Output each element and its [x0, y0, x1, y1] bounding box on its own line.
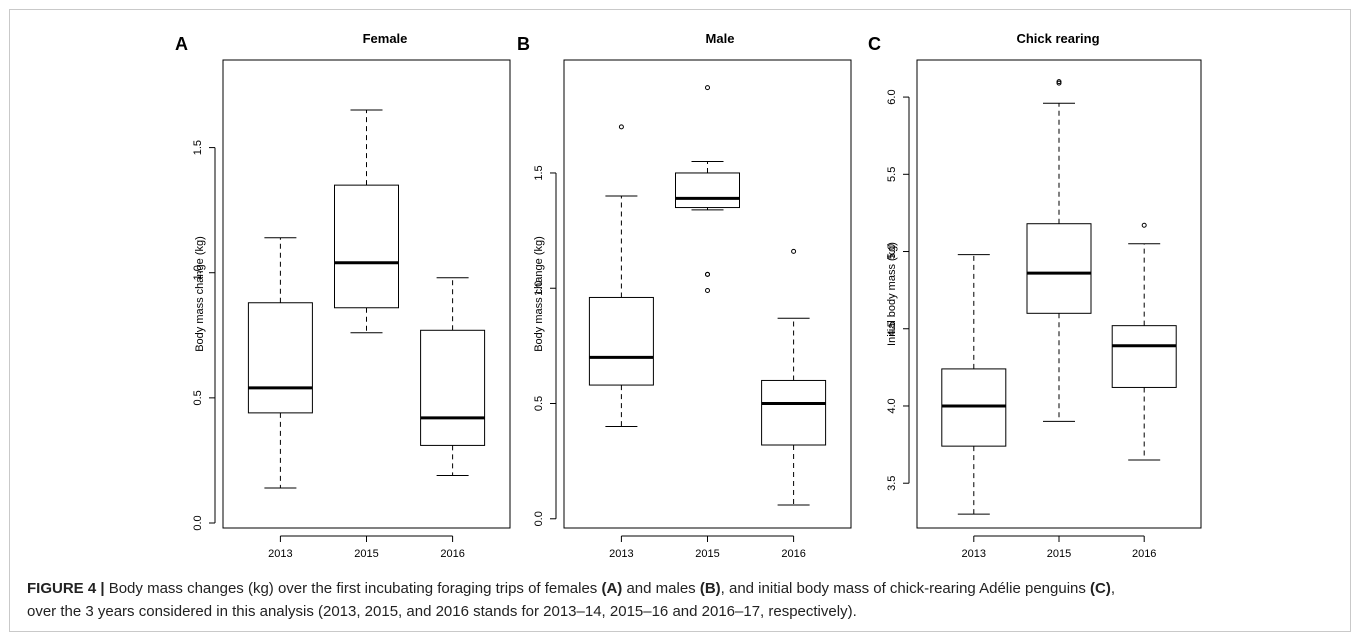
- caption-line-2: over the 3 years considered in this anal…: [27, 603, 857, 620]
- box-iqr: [334, 184, 399, 309]
- box-iqr: [761, 379, 827, 446]
- y-tick-label: 3.5: [886, 476, 898, 491]
- plot-area-c: [916, 59, 1202, 529]
- box-iqr: [1026, 223, 1092, 314]
- panel-letter-c: C: [868, 34, 881, 54]
- box-iqr: [420, 329, 486, 446]
- outlier-point: [618, 124, 624, 130]
- y-axis-label-a: Body mass change (kg): [194, 236, 206, 352]
- x-tick-label: 2016: [440, 548, 464, 560]
- y-tick-label: 1.0: [192, 265, 204, 280]
- box-iqr: [588, 296, 654, 386]
- outlier-point: [1056, 79, 1062, 85]
- x-tick-label: 2016: [781, 548, 805, 560]
- caption-text-4: ,: [1110, 580, 1116, 597]
- caption-label: FIGURE 4 |: [27, 580, 105, 597]
- plot-area-a: [222, 59, 511, 529]
- x-tick-label: 2015: [354, 548, 378, 560]
- panel-letter-a: A: [175, 34, 188, 54]
- y-tick-label: 4.0: [886, 398, 898, 413]
- panel-title-c: Chick rearing: [1016, 31, 1099, 46]
- outlier-point: [1141, 222, 1147, 228]
- x-tick-label: 2015: [695, 548, 719, 560]
- box-iqr: [675, 172, 740, 209]
- box-iqr: [941, 368, 1007, 447]
- caption-ref-a: (A): [601, 580, 623, 597]
- figure-panels: A Female 0.0 0.5 1.0 1.5 Body mass change (kg)…: [175, 31, 1202, 560]
- caption-ref-c: (C): [1090, 580, 1111, 597]
- x-tick-label: 2013: [962, 548, 986, 560]
- y-tick-label: 1.5: [192, 140, 204, 155]
- y-tick-label: 4.5: [886, 321, 898, 336]
- panel-title-b: Male: [706, 31, 735, 46]
- outlier-point: [1056, 80, 1062, 86]
- panel-letter-b: B: [517, 34, 530, 54]
- box-iqr: [247, 302, 313, 414]
- y-tick-label: 0.5: [533, 396, 545, 411]
- caption-ref-b: (B): [699, 580, 721, 597]
- y-tick-label: 5.5: [886, 167, 898, 182]
- x-tick-label: 2013: [609, 548, 633, 560]
- x-tick-label: 2015: [1047, 548, 1071, 560]
- y-tick-label: 0.0: [533, 511, 545, 526]
- y-tick-label: 1.0: [533, 281, 545, 296]
- panel-title-a: Female: [363, 31, 408, 46]
- plot-area-b: [563, 59, 852, 529]
- outlier-point: [705, 271, 710, 277]
- figure-caption: FIGURE 4 | Body mass changes (kg) over t…: [27, 577, 1337, 623]
- y-tick-label: 0.5: [192, 390, 204, 405]
- y-tick-label: 6.0: [886, 89, 898, 104]
- y-axis-label-c: Initial body mass (kg): [886, 242, 898, 346]
- x-tick-label: 2016: [1132, 548, 1156, 560]
- y-axis-label-b: Body mass change (kg): [533, 236, 545, 352]
- x-tick-label: 2013: [268, 548, 292, 560]
- y-tick-label: 0.0: [192, 515, 204, 530]
- caption-text-1: Body mass changes (kg) over the first in…: [104, 580, 602, 597]
- y-tick-label: 1.5: [533, 165, 545, 180]
- outlier-point: [705, 288, 710, 294]
- y-tick-label: 5.0: [886, 244, 898, 259]
- caption-text-2: and males: [622, 580, 700, 597]
- caption-text-3: , and initial body mass of chick-rearing…: [720, 580, 1091, 597]
- outlier-point: [791, 248, 797, 254]
- outlier-point: [705, 85, 710, 91]
- box-iqr: [1111, 325, 1177, 388]
- caption-line-1: FIGURE 4 | Body mass changes (kg) over t…: [27, 577, 1337, 600]
